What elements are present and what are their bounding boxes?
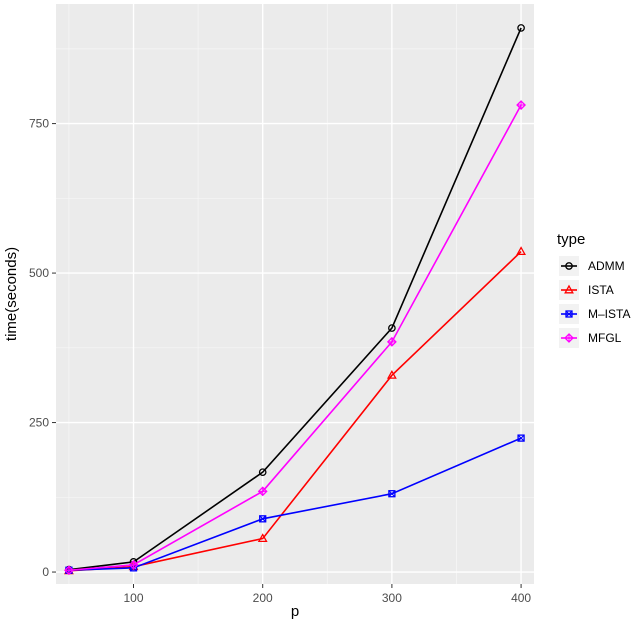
marker-cross	[258, 487, 267, 496]
series-lines	[63, 24, 527, 576]
y-tick-label: 0	[42, 565, 49, 579]
y-tick-label: 250	[29, 416, 49, 430]
x-tick-label: 100	[123, 591, 143, 605]
marker-cross	[129, 560, 138, 569]
y-tick-label: 500	[29, 266, 49, 280]
data-point	[128, 559, 139, 570]
series-m-ista	[65, 434, 525, 574]
marker-cross	[387, 337, 396, 346]
plot-panel	[56, 4, 534, 584]
legend-title: type	[557, 231, 585, 248]
x-axis-title: p	[291, 603, 299, 620]
legend-item: M–ISTA	[559, 304, 630, 324]
data-point	[258, 468, 267, 477]
marker-cross	[388, 490, 396, 498]
legend-key-marker	[565, 262, 573, 270]
legend-key-marker	[565, 310, 573, 318]
marker-square	[388, 490, 396, 498]
legend-label: M–ISTA	[588, 307, 630, 321]
marker-cross	[64, 566, 73, 575]
legend-label: ISTA	[588, 283, 614, 297]
legend-label: ADMM	[588, 259, 625, 273]
y-tick-label: 750	[29, 117, 49, 131]
legend-key-marker	[564, 284, 574, 294]
marker-cross	[565, 334, 573, 342]
legend-key-marker	[564, 333, 574, 343]
marker-square	[565, 310, 573, 318]
series-line	[68, 27, 522, 571]
data-point	[257, 533, 268, 543]
data-point	[388, 324, 396, 332]
x-tick-label: 400	[511, 591, 531, 605]
axes: 100 200 300 400 0 250 500 750	[29, 117, 531, 605]
data-point	[386, 336, 397, 347]
legend: type ADMM ISTA M–ISTA MFGL	[557, 231, 630, 348]
marker-cross	[259, 515, 267, 523]
data-point	[63, 565, 74, 576]
data-point	[516, 100, 527, 110]
marker-cross	[517, 434, 525, 442]
y-axis-title: time(seconds)	[3, 247, 20, 341]
marker-cross	[517, 101, 526, 110]
data-point	[257, 486, 268, 497]
data-point	[388, 490, 396, 498]
data-point	[517, 434, 525, 442]
marker-square	[259, 515, 267, 523]
series-mfgl	[63, 100, 527, 576]
legend-item: MFGL	[559, 328, 622, 348]
marker-cross	[565, 310, 573, 318]
marker-square	[517, 434, 525, 442]
data-point	[386, 369, 397, 379]
x-tick-label: 200	[253, 591, 273, 605]
legend-item: ISTA	[559, 280, 614, 300]
legend-label: MFGL	[588, 331, 622, 345]
data-point	[517, 24, 525, 32]
data-point	[259, 515, 267, 523]
legend-item: ADMM	[559, 256, 625, 276]
data-point	[516, 246, 526, 255]
x-tick-label: 300	[382, 591, 402, 605]
